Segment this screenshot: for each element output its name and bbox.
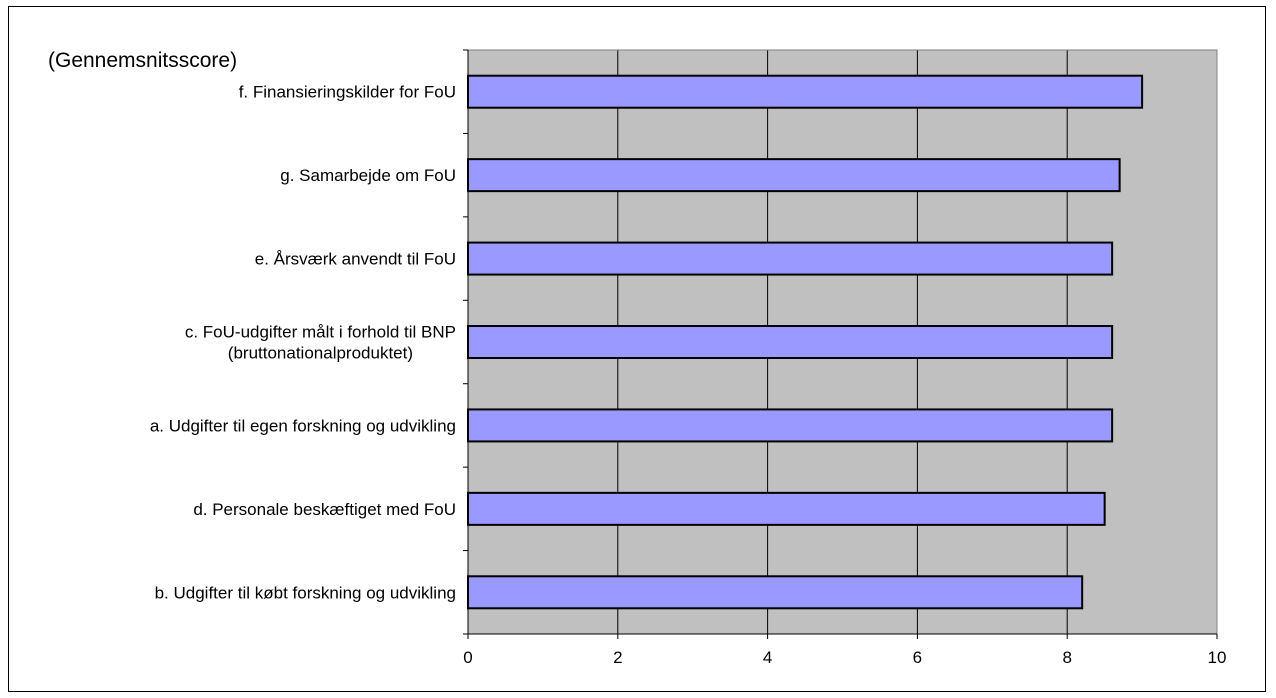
category-label: e. Årsværk anvendt til FoU — [255, 250, 456, 269]
bar — [467, 158, 1121, 193]
x-tick-label: 10 — [1208, 648, 1227, 667]
x-tick-label: 2 — [613, 648, 622, 667]
chart-title: (Gennemsnitsscore) — [48, 49, 237, 72]
category-label: a. Udgifter til egen forskning og udvikl… — [150, 416, 456, 435]
category-label: g. Samarbejde om FoU — [280, 166, 456, 185]
category-label: f. Finansieringskilder for FoU — [239, 83, 456, 102]
bar — [467, 74, 1144, 109]
bar — [467, 241, 1114, 276]
x-tick-label: 8 — [1062, 648, 1071, 667]
bar — [467, 408, 1114, 443]
x-tick-label: 0 — [463, 648, 472, 667]
x-tick-label: 4 — [763, 648, 772, 667]
x-tick-label: 6 — [913, 648, 922, 667]
bar — [467, 575, 1084, 610]
category-label: c. FoU-udgifter målt i forhold til BNP (b… — [185, 323, 456, 363]
category-label: d. Personale beskæftiget med FoU — [193, 500, 456, 519]
bar — [467, 491, 1106, 526]
bar — [467, 325, 1114, 359]
category-label: b. Udgifter til købt forskning og udvikl… — [155, 583, 456, 602]
